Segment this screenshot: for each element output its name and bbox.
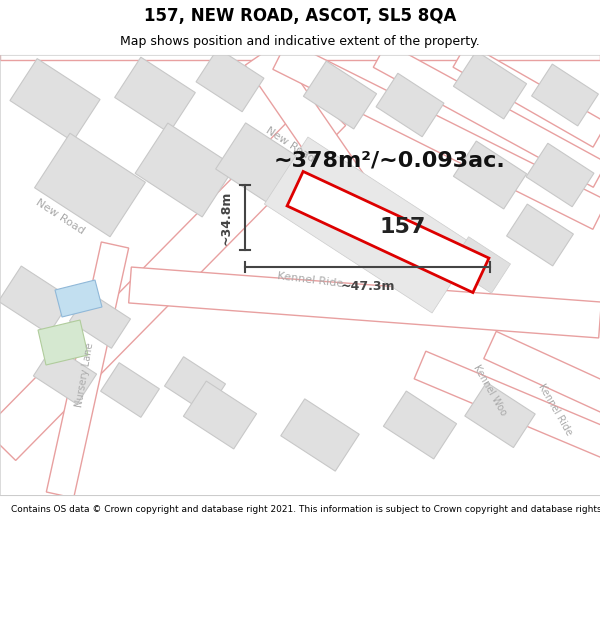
Polygon shape [215,123,304,207]
Text: ~34.8m: ~34.8m [220,190,233,244]
Polygon shape [506,204,574,266]
Polygon shape [453,43,600,147]
Polygon shape [0,50,600,60]
Text: Contains OS data © Crown copyright and database right 2021. This information is : Contains OS data © Crown copyright and d… [11,506,600,514]
Polygon shape [164,357,226,413]
Polygon shape [532,64,598,126]
Text: ~47.3m: ~47.3m [340,280,395,293]
Polygon shape [273,41,600,229]
Text: Kennel Ride: Kennel Ride [536,382,574,438]
Polygon shape [414,351,600,459]
Polygon shape [101,362,160,418]
Polygon shape [265,137,476,313]
Text: 157: 157 [380,217,426,237]
Polygon shape [184,381,257,449]
Polygon shape [10,59,100,141]
Polygon shape [281,399,359,471]
Polygon shape [0,94,346,461]
Text: 157, NEW ROAD, ASCOT, SL5 8QA: 157, NEW ROAD, ASCOT, SL5 8QA [144,8,456,26]
Text: Kennel Ride: Kennel Ride [277,271,343,289]
Polygon shape [55,280,102,317]
Polygon shape [304,61,377,129]
Polygon shape [135,123,235,217]
Polygon shape [46,242,128,498]
Polygon shape [454,51,527,119]
Polygon shape [128,267,600,338]
Polygon shape [454,141,527,209]
Text: Map shows position and indicative extent of the property.: Map shows position and indicative extent… [120,35,480,48]
Polygon shape [465,382,535,448]
Text: Nursery Lane: Nursery Lane [74,342,95,408]
Text: New Road: New Road [264,126,316,164]
Polygon shape [115,57,196,133]
Polygon shape [287,171,489,292]
Polygon shape [449,237,511,293]
Polygon shape [526,143,594,207]
Polygon shape [0,266,71,334]
Text: ~378m²/~0.093ac.: ~378m²/~0.093ac. [274,150,506,170]
Polygon shape [376,73,444,137]
Text: Kennel Woo: Kennel Woo [472,363,509,417]
Polygon shape [34,346,97,404]
Text: New Road: New Road [34,198,86,236]
Polygon shape [196,48,264,112]
Polygon shape [38,320,88,365]
Polygon shape [373,42,600,188]
Polygon shape [383,391,457,459]
Polygon shape [484,331,600,414]
Polygon shape [70,292,130,348]
Polygon shape [245,45,385,225]
Polygon shape [35,133,145,237]
